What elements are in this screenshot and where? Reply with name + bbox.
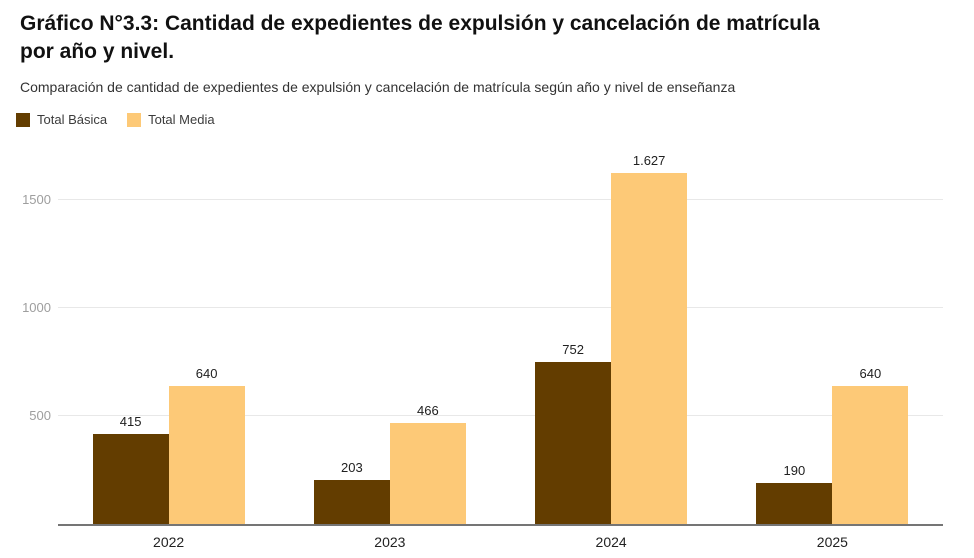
bar-groups: 415 640 203 466 752 [58,153,943,524]
bar-basica-2023[interactable]: 203 [313,460,390,524]
bar-value-label: 190 [783,462,806,478]
bar-media-2022[interactable]: 640 [168,366,245,524]
bar-group-2022: 415 640 [58,160,279,524]
bar-value-label: 203 [341,460,363,476]
x-axis-tick-2025: 2025 [816,534,848,550]
legend-swatch-media-icon [127,112,142,127]
chart-title-line2: por año y nivel. [20,40,175,63]
x-axis-tick-2024: 2024 [595,534,627,550]
legend-label-basica: Total Básica [37,112,108,127]
bar-basica-2024[interactable]: 752 [535,342,612,524]
x-axis-labels: 2022 2023 2024 2025 [58,534,943,550]
x-axis-tick-2023: 2023 [374,534,406,550]
gridline-500 [58,415,943,416]
chart-title: Gráfico N°3.3: Cantidad de expedientes d… [20,10,954,66]
bar-group-2023: 203 466 [279,160,500,524]
x-axis-tick-2022: 2022 [153,534,185,550]
bar-basica-2025[interactable]: 190 [756,463,833,524]
bar-group-2025: 190 640 [722,160,943,524]
legend-swatch-basica-icon [16,112,30,127]
bar-value-label: 640 [195,365,218,381]
bar-chart: 500 1000 1500 415 640 203 [22,153,943,550]
y-axis-tick-1000: 1000 [22,299,51,315]
legend-item-total-basica: Total Básica [16,112,107,127]
y-axis-tick-1500: 1500 [22,191,51,207]
chart-header: Gráfico N°3.3: Cantidad de expedientes d… [0,0,974,96]
bar-basica-2022[interactable]: 415 [92,414,169,524]
y-axis-tick-500: 500 [29,408,51,423]
bar-value-label: 415 [119,414,142,430]
chart-subtitle: Comparación de cantidad de expedientes d… [20,79,736,95]
bar-media-2024[interactable]: 1.627 [611,153,688,524]
plot-area: 500 1000 1500 415 640 203 [22,153,943,526]
legend-item-total-media: Total Media [127,112,215,127]
chart-legend: Total Básica Total Media [16,112,974,127]
bar-value-label: 640 [859,365,882,381]
bar-media-2025[interactable]: 640 [832,366,909,524]
bar-value-label: 1.627 [632,152,666,168]
bar-media-2023[interactable]: 466 [389,403,466,524]
chart-title-line1: Gráfico N°3.3: Cantidad de expedientes d… [20,12,820,35]
bar-value-label: 466 [417,403,439,419]
gridline-1500 [58,198,943,200]
gridline-1000 [58,306,943,308]
bar-group-2024: 752 1.627 [501,153,722,524]
legend-label-media: Total Media [148,112,215,127]
bar-value-label: 752 [562,341,584,357]
